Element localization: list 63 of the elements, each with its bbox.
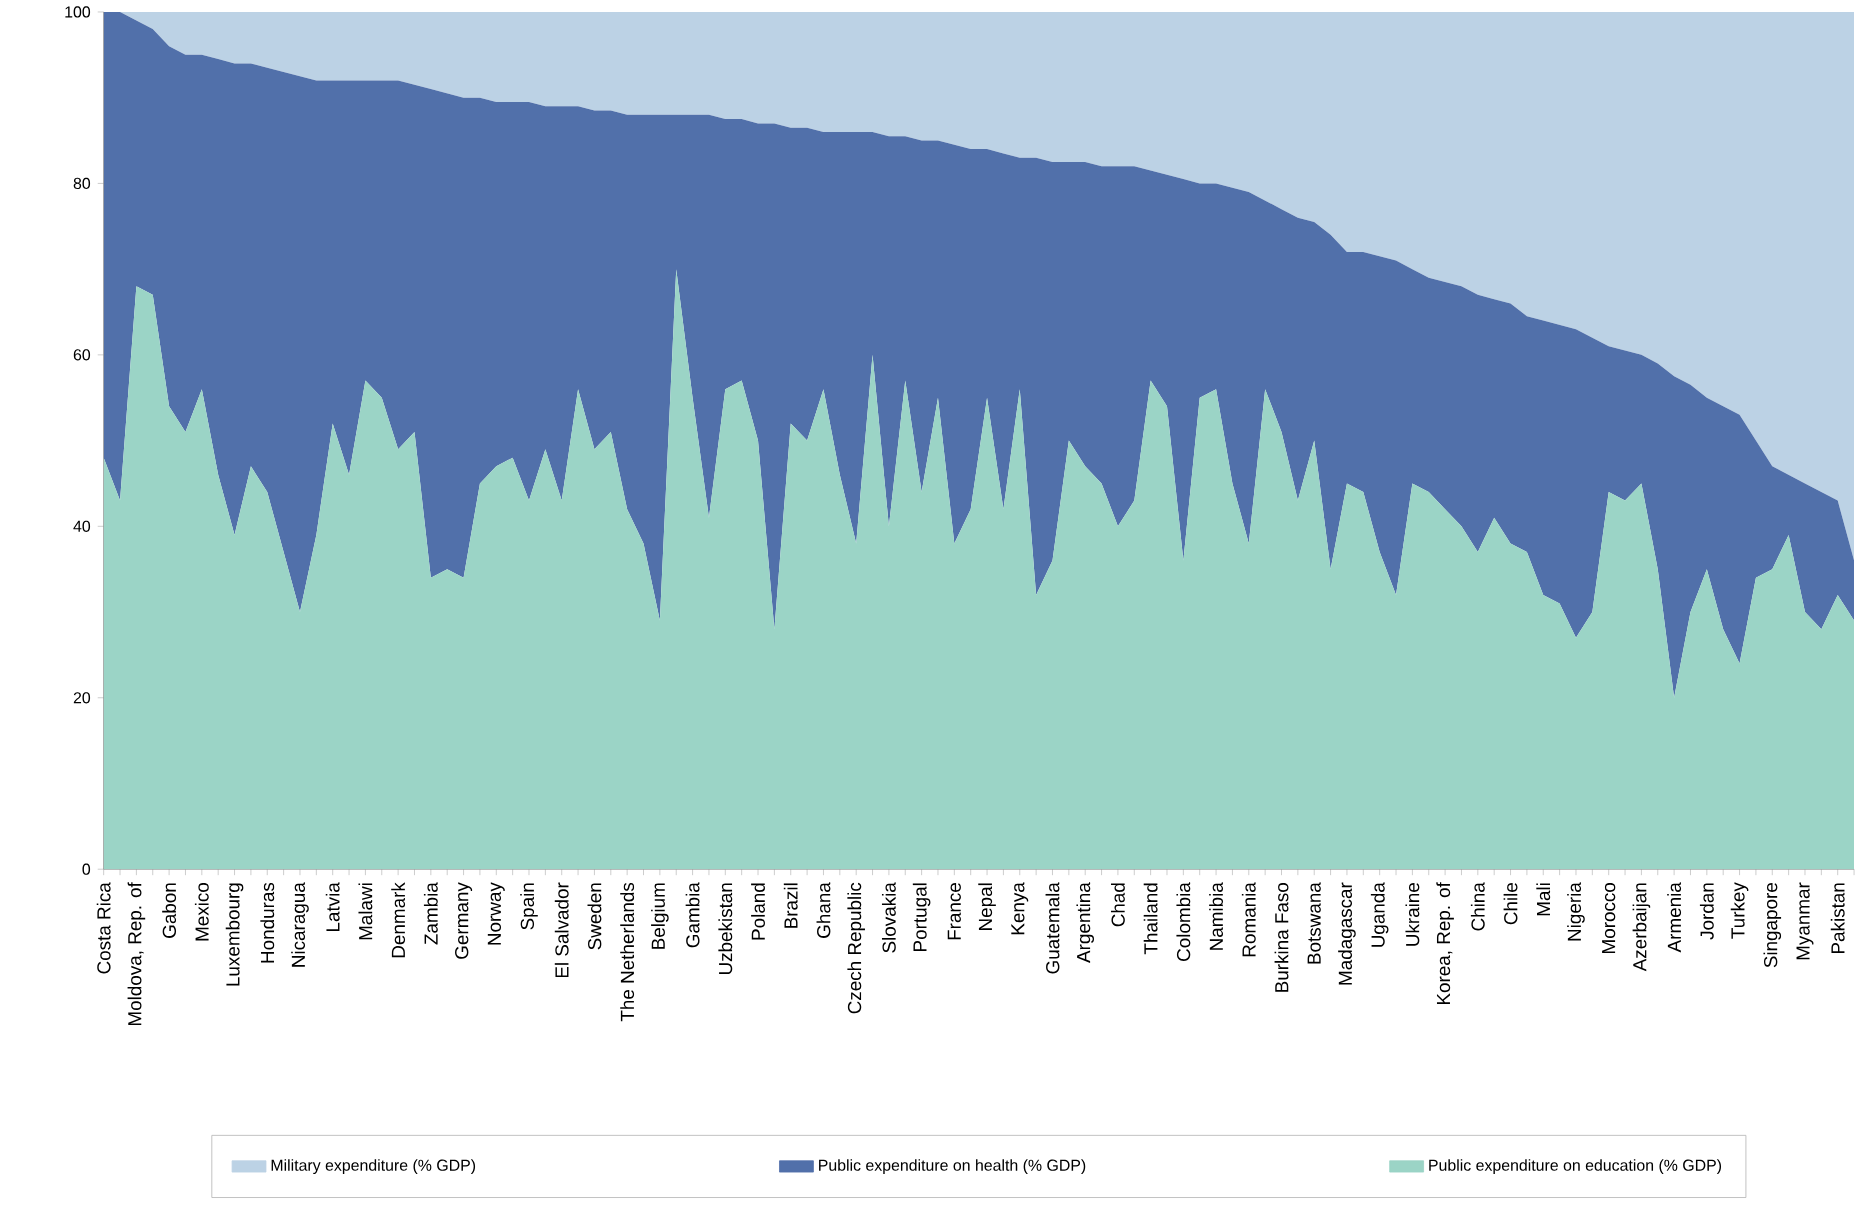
x-tick-label: Nigeria xyxy=(1567,882,1585,941)
x-tick-label: Portugal xyxy=(912,883,931,951)
y-tick-label: 80 xyxy=(73,177,91,189)
x-tick-label: Uganda xyxy=(1370,882,1389,947)
x-tick-label: Latvia xyxy=(325,882,340,931)
x-tick-label: Norway xyxy=(487,882,505,945)
x-tick-label: Myanmar xyxy=(1796,882,1814,960)
legend-label: Public expenditure on health (% GDP) xyxy=(819,1159,1086,1174)
legend-label: Military expenditure (% GDP) xyxy=(271,1159,476,1174)
x-tick-label: Malawi xyxy=(358,883,373,940)
x-tick-label: The Netherlands xyxy=(620,882,635,1022)
x-tick-label: Mexico xyxy=(194,882,209,941)
x-tick-label: Jordan xyxy=(1699,883,1714,940)
x-tick-label: Belgium xyxy=(651,883,669,949)
x-tick-label: Burkina Faso xyxy=(1274,882,1289,992)
y-tick-label: 0 xyxy=(82,863,91,875)
x-tick-label: Costa Rica xyxy=(96,882,111,974)
x-tick-label: Nicaragua xyxy=(291,882,309,967)
x-tick-label: China xyxy=(1470,882,1485,931)
x-tick-label: Chile xyxy=(1503,882,1518,925)
x-tick-label: Thailand xyxy=(1143,883,1158,955)
x-tick-label: Sweden xyxy=(587,883,602,950)
x-tick-label: Armenia xyxy=(1667,882,1682,953)
x-tick-label: Pakistan xyxy=(1830,883,1845,953)
x-tick-label: Colombia xyxy=(1176,882,1191,961)
y-tick-label: 20 xyxy=(73,692,91,704)
x-tick-label: Zambia xyxy=(423,882,438,945)
x-tick-label: Denmark xyxy=(391,882,406,958)
x-tick-label: Madagascar xyxy=(1338,882,1356,985)
x-tick-label: Singapore xyxy=(1763,883,1782,968)
x-tick-label: Mali xyxy=(1536,883,1551,916)
x-tick-label: Gambia xyxy=(685,882,700,948)
x-tick-label: Brazil xyxy=(783,883,798,928)
x-tick-label: Honduras xyxy=(260,882,275,963)
x-tick-label: El Salvador xyxy=(554,882,569,978)
x-tick-label: Spain xyxy=(520,883,538,930)
x-tick-label: Chad xyxy=(1110,883,1125,927)
x-tick-label: Guatemala xyxy=(1045,882,1060,974)
x-tick-label: France xyxy=(947,882,961,940)
x-tick-label: Namibia xyxy=(1209,882,1224,950)
x-tick-label: Ghana xyxy=(816,882,831,938)
y-tick-label: 40 xyxy=(73,520,91,532)
x-tick-label: Turkey xyxy=(1730,882,1749,939)
x-tick-label: Poland xyxy=(751,883,765,940)
x-tick-label: Morocco xyxy=(1602,882,1616,953)
x-tick-label: Czech Republic xyxy=(847,882,865,1014)
x-tick-label: Romania xyxy=(1241,882,1256,957)
y-tick-label: 100 xyxy=(65,6,91,18)
x-tick-label: Uzbekistan xyxy=(718,883,733,975)
x-tick-label: Gabon xyxy=(162,883,177,938)
legend-label: Public expenditure on education (% GDP) xyxy=(1429,1159,1722,1174)
x-tick-label: Moldova, Rep. of xyxy=(127,882,146,1025)
x-tick-label: Azerbaijan xyxy=(1632,883,1651,972)
x-tick-label: Argentina xyxy=(1076,882,1095,963)
x-tick-label: Kenya xyxy=(1011,882,1029,935)
x-tick-label: Luxembourg xyxy=(225,883,244,986)
x-tick-label: Nepal xyxy=(978,883,996,930)
x-tick-label: Korea, Rep. of xyxy=(1436,882,1454,1004)
x-tick-label: Ukraine xyxy=(1405,882,1420,946)
x-tick-label: Botswana xyxy=(1307,882,1321,964)
x-tick-label: Slovakia xyxy=(881,882,896,953)
y-tick-label: 60 xyxy=(73,349,91,361)
x-tick-label: Germany xyxy=(455,882,473,959)
